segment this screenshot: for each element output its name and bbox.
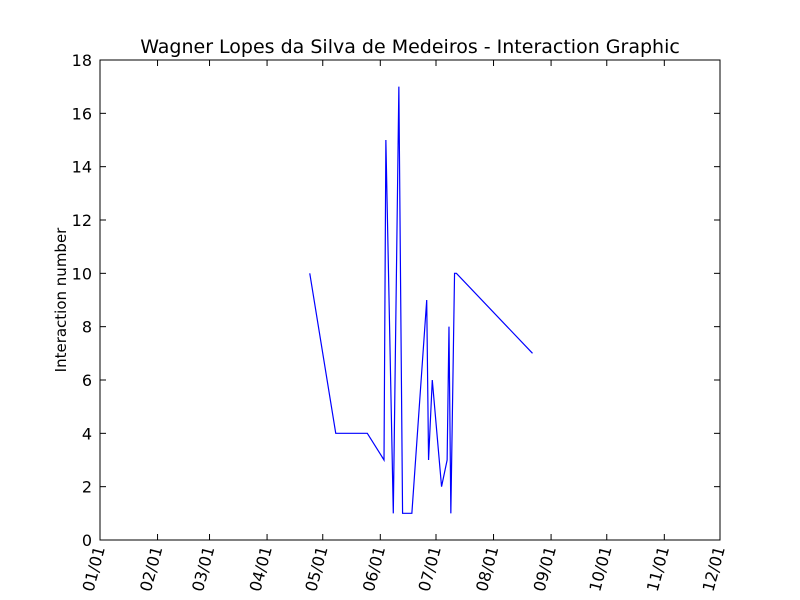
y-tick-label: 10 (72, 264, 92, 283)
y-tick-label: 0 (82, 531, 92, 550)
chart-title: Wagner Lopes da Silva de Medeiros - Inte… (140, 36, 680, 58)
y-tick-label: 4 (82, 424, 92, 443)
plot-frame (99, 59, 721, 541)
y-tick-label: 8 (82, 318, 92, 337)
y-tick-label: 18 (72, 51, 92, 70)
y-tick-label: 2 (82, 478, 92, 497)
y-tick-label: 12 (72, 211, 92, 230)
y-tick-label: 16 (72, 104, 92, 123)
series-line-0 (309, 86, 533, 514)
y-tick-label: 6 (82, 371, 92, 390)
y-tick-label: 14 (72, 158, 92, 177)
y-axis-label: Interaction number (52, 227, 70, 373)
